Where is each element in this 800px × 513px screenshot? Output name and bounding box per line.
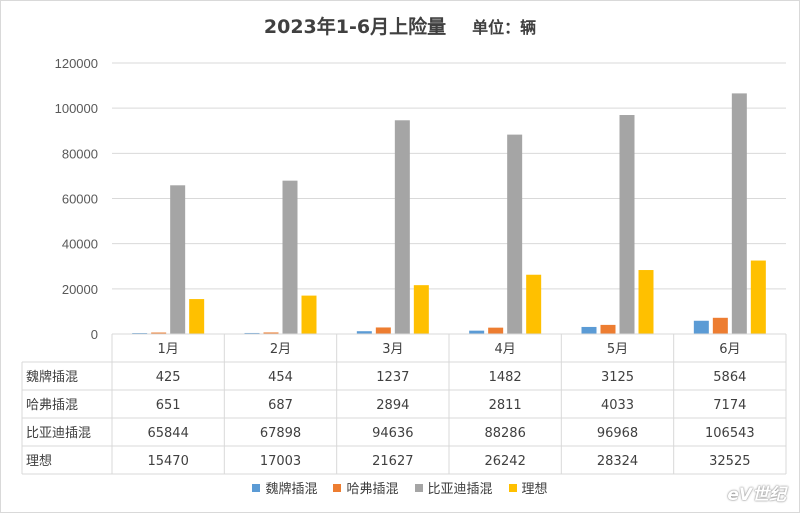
data-label: 4033 [601,398,634,413]
bar [712,317,728,334]
bar [263,332,279,334]
bar [189,299,205,334]
chart-title: 2023年1-6月上险量 单位：辆 [0,12,800,39]
data-label: 17003 [260,454,301,469]
data-label: 96968 [597,426,638,441]
bar [526,274,542,334]
bar [244,332,260,334]
category-label: 1月 [158,342,179,357]
bar [170,185,186,334]
data-label: 651 [156,398,181,413]
legend-swatch [333,483,342,492]
y-tick-label: 60000 [62,192,98,207]
legend-swatch [252,483,261,492]
category-label: 4月 [495,342,516,357]
bar [750,260,766,334]
legend-item: 理想 [508,478,548,497]
data-label: 15470 [147,454,188,469]
bar [356,331,372,334]
data-label: 94636 [372,426,413,441]
bar [394,120,410,334]
y-tick-label: 100000 [55,101,98,116]
bar [600,324,616,334]
data-label: 5864 [713,370,746,385]
legend-label: 理想 [521,482,548,497]
watermark-logo: eV世纪 [727,485,786,505]
bar [469,330,485,334]
series-row-label: 比亚迪插混 [26,426,91,441]
y-tick-label: 0 [91,327,98,342]
legend-item: 魏牌插混 [252,478,317,497]
bar [638,270,654,334]
data-label: 32525 [709,454,750,469]
bar [507,134,523,334]
data-label: 26242 [484,454,525,469]
data-label: 2894 [376,398,409,413]
data-label: 3125 [601,370,634,385]
category-label: 6月 [719,342,740,357]
data-label: 106543 [705,426,755,441]
series-row-label: 理想 [26,453,52,469]
data-label: 425 [156,370,181,385]
category-label: 3月 [382,342,403,357]
legend-item: 哈弗插混 [333,478,399,497]
bar [301,295,317,334]
y-tick-label: 120000 [55,56,98,71]
bar [375,327,391,334]
data-label: 67898 [260,426,301,441]
legend: 魏牌插混 哈弗插混 比亚迪插混 理想 [0,478,800,497]
data-label: 28324 [597,454,638,469]
bar [581,326,597,334]
legend-swatch [414,483,423,492]
title-text: 2023年1-6月上险量 [263,16,447,38]
data-label: 7174 [713,398,746,413]
data-label: 88286 [484,426,525,441]
category-label: 2月 [270,342,291,357]
category-label: 5月 [607,342,628,357]
bar [413,285,429,334]
bar [731,93,747,335]
y-tick-label: 40000 [62,237,98,252]
legend-swatch [508,483,517,492]
bar [619,115,635,334]
data-label: 2811 [489,398,522,413]
legend-label: 魏牌插混 [265,482,318,497]
y-tick-label: 80000 [62,146,98,161]
legend-label: 哈弗插混 [346,482,399,497]
data-label: 454 [268,370,293,385]
data-label: 1237 [376,370,409,385]
y-tick-label: 20000 [62,282,98,297]
legend-item: 比亚迪插混 [414,478,493,497]
data-label: 65844 [147,426,188,441]
bar [693,320,709,334]
unit-label: 单位：辆 [472,18,537,37]
data-label: 687 [268,398,293,413]
legend-label: 比亚迪插混 [427,482,493,497]
series-row-label: 哈弗插混 [26,398,78,413]
bar [488,327,504,334]
data-label: 21627 [372,454,413,469]
bar [282,180,298,334]
bar [151,332,167,334]
series-row-label: 魏牌插混 [26,369,78,385]
data-label: 1482 [489,370,522,385]
